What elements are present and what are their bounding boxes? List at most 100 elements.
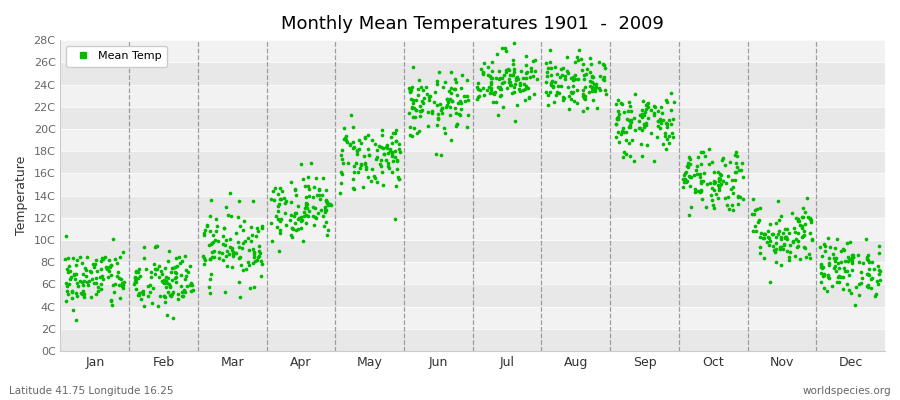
Point xyxy=(664,107,679,114)
Point xyxy=(822,259,836,266)
Point xyxy=(434,107,448,113)
Point xyxy=(844,258,859,264)
Point xyxy=(319,207,333,213)
Point xyxy=(354,140,368,146)
Point xyxy=(576,108,590,114)
Point xyxy=(141,293,156,299)
Point xyxy=(292,215,306,222)
Point xyxy=(228,250,242,256)
Point xyxy=(677,171,691,178)
Point xyxy=(346,139,361,146)
Point xyxy=(652,118,667,124)
Point xyxy=(862,266,877,272)
Point xyxy=(274,216,289,222)
Point xyxy=(566,89,580,96)
Point xyxy=(544,80,558,86)
Point xyxy=(84,269,98,275)
Point xyxy=(368,141,382,147)
Point xyxy=(623,118,637,124)
Point xyxy=(774,262,788,268)
Point xyxy=(587,81,601,88)
Point xyxy=(256,225,270,232)
Point xyxy=(786,239,800,245)
Point xyxy=(651,118,665,124)
Point xyxy=(683,174,698,181)
Point xyxy=(151,303,166,310)
Point xyxy=(573,56,588,63)
Point xyxy=(364,166,379,172)
Point xyxy=(245,232,259,238)
Point xyxy=(159,279,174,286)
Point xyxy=(507,40,521,46)
Point xyxy=(277,195,292,201)
Point xyxy=(802,250,816,257)
Point xyxy=(612,111,626,118)
Point xyxy=(368,174,382,181)
Point xyxy=(617,149,632,155)
Point xyxy=(320,198,334,204)
Point xyxy=(58,233,73,240)
Point xyxy=(250,256,265,263)
Point xyxy=(264,196,278,202)
Point xyxy=(134,296,148,302)
Point xyxy=(148,265,163,272)
Point xyxy=(376,182,391,188)
Point xyxy=(584,79,598,85)
Point xyxy=(727,152,742,159)
Point xyxy=(796,232,811,238)
Point xyxy=(382,165,396,171)
Point xyxy=(85,276,99,282)
Point xyxy=(470,84,484,90)
Point xyxy=(72,278,86,284)
Point xyxy=(508,77,523,83)
Point xyxy=(69,292,84,299)
Point xyxy=(233,254,248,260)
Point xyxy=(720,202,734,208)
Point xyxy=(761,227,776,234)
Point xyxy=(346,163,361,169)
Point xyxy=(676,176,690,182)
Point xyxy=(718,194,733,201)
Point xyxy=(166,289,180,295)
Point xyxy=(302,186,316,192)
Point xyxy=(447,76,462,82)
Text: Latitude 41.75 Longitude 16.25: Latitude 41.75 Longitude 16.25 xyxy=(9,386,174,396)
Point xyxy=(168,264,183,270)
Point xyxy=(507,84,521,90)
Point xyxy=(202,242,216,248)
Point xyxy=(255,222,269,229)
Point xyxy=(409,107,423,113)
Point xyxy=(512,86,526,92)
Point xyxy=(129,268,143,274)
Point xyxy=(176,287,191,293)
Point xyxy=(339,136,354,143)
Point xyxy=(484,75,499,81)
Point xyxy=(540,69,554,75)
Point xyxy=(79,254,94,260)
Point xyxy=(337,136,351,142)
Point xyxy=(226,251,240,258)
Point xyxy=(748,207,762,214)
Point xyxy=(588,86,602,93)
Point xyxy=(203,256,218,262)
Point xyxy=(361,145,375,152)
Point xyxy=(500,85,514,91)
Point xyxy=(592,59,607,66)
Point xyxy=(494,86,508,92)
Point xyxy=(779,248,794,254)
Point xyxy=(862,271,877,278)
Point xyxy=(872,250,886,256)
Point xyxy=(316,175,330,182)
Point xyxy=(115,282,130,289)
Point xyxy=(222,251,237,257)
Point xyxy=(409,97,423,103)
Point xyxy=(456,93,471,99)
Point xyxy=(202,212,217,219)
Point xyxy=(612,139,626,145)
Point xyxy=(129,269,143,276)
Point xyxy=(63,276,77,282)
Point xyxy=(816,241,831,248)
Point xyxy=(623,103,637,109)
Point xyxy=(652,118,666,125)
Point xyxy=(237,218,251,224)
